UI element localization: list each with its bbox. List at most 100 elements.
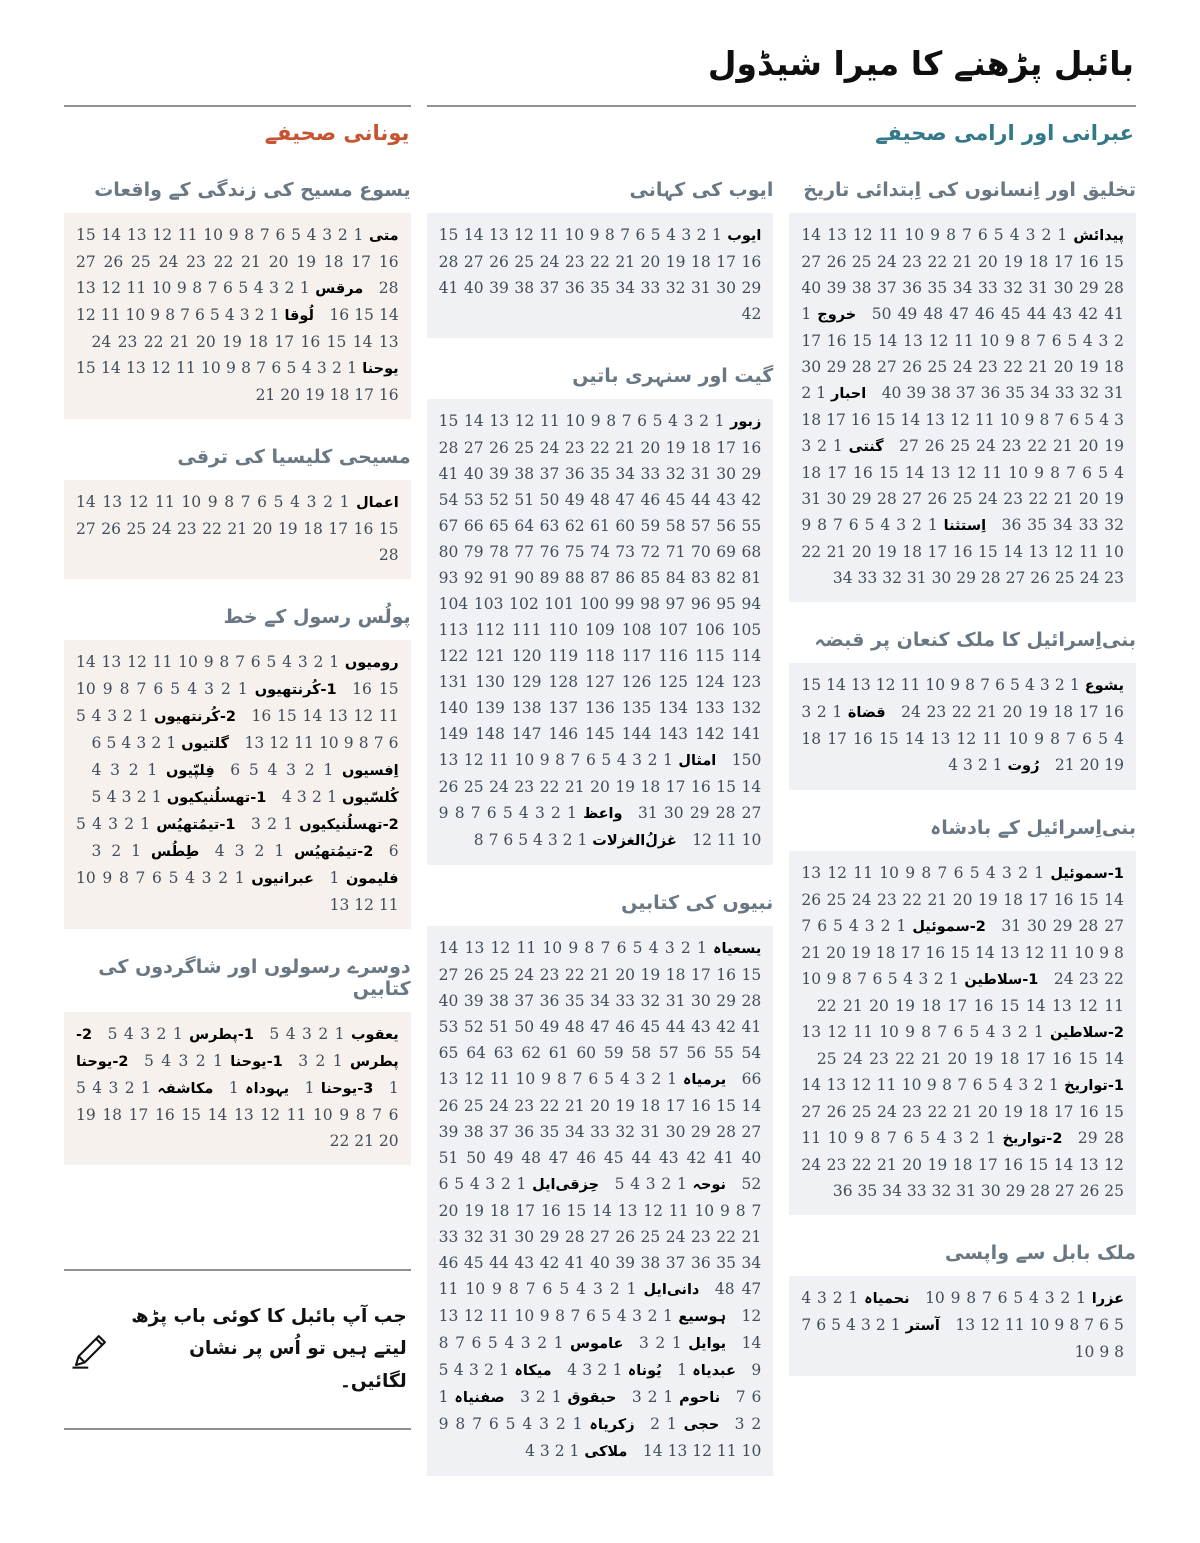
chapter-block: متی 1 2 3 4 5 6 7 8 9 10 11 12 13 14 15 … [63, 213, 411, 419]
chapter-numbers: 1 2 3 [298, 1052, 351, 1070]
section: گیت اور سنہری باتیں زبور 1 2 3 4 5 6 7 8 … [426, 365, 774, 865]
note-text: جب آپ بائبل کا کوئی باب پڑھ لیتے ہیں تو … [131, 1306, 407, 1392]
book-name: یسعیاہ [713, 941, 762, 957]
chapter-block: یعقوب 1 2 3 4 5 1-پطرس 1 2 3 4 5 2-پطرس … [63, 1012, 411, 1165]
book-name: ہوسیع [678, 1309, 727, 1325]
book-name: اِستثنا [943, 518, 987, 534]
hebrew-header-cell: عبرانی اور ارامی صحیفے [427, 105, 1136, 145]
chapter-numbers: 1 2 3 [91, 842, 152, 860]
book-name: 2-تیمُتھیُس [294, 844, 374, 860]
book-name: میکاہ [514, 1363, 552, 1379]
section: بنی‌اِسرائیل کا ملک کنعان پر قبضہ یشوع 1 … [789, 629, 1136, 790]
greek-header-cell: یونانی صحیفے [64, 105, 412, 145]
chapter-numbers: 1 2 3 4 5 [91, 788, 167, 806]
book-name: عبدیاہ [692, 1363, 736, 1379]
chapter-numbers: 1 2 3 4 5 6 7 8 9 10 11 12 13 14 15 16 1… [801, 437, 1124, 534]
chapter-numbers: 1 2 3 4 [948, 756, 1008, 774]
book-name: یعقوب [350, 1027, 399, 1043]
book-name: عبرانیوں [251, 871, 314, 887]
chapter-numbers: 1 2 3 4 5 6 7 8 9 10 11 12 13 14 [438, 1415, 762, 1460]
chapter-numbers: 1 2 3 4 5 6 7 8 9 10 11 12 13 14 [438, 1307, 762, 1352]
section: مسیحی کلیسیا کی ترقی اعمال 1 2 3 4 5 6 7 … [63, 446, 411, 579]
hebrew-scriptures-header: عبرانی اور ارامی صحیفے [875, 121, 1134, 145]
book-name: غزلُ‌الغزلات [592, 833, 677, 849]
book-name: زبور [730, 414, 762, 430]
hebrew-a-sections: تخلیق اور اِنسانوں کی اِبتدائی تاریخ پیدا… [789, 179, 1136, 1376]
chapter-numbers: 1 [677, 1361, 693, 1379]
chapter-numbers: 1 2 3 4 5 6 7 8 9 10 11 12 13 14 15 16 1… [438, 939, 762, 1088]
section: پولُس رسول کے خط رومیوں 1 2 3 4 5 6 7 8 9… [63, 606, 411, 929]
book-name: 2-یوحنا [75, 1054, 129, 1070]
chapter-numbers: 1 2 3 4 5 6 7 8 9 10 11 12 13 14 15 16 1… [801, 1076, 1125, 1147]
chapter-numbers: 1 2 3 4 [91, 761, 166, 779]
section: تخلیق اور اِنسانوں کی اِبتدائی تاریخ پیدا… [789, 179, 1136, 602]
book-name: یشوع [1084, 678, 1124, 694]
book-name: حِزقی‌ایل [532, 1177, 600, 1193]
chapter-numbers: 1 [228, 1079, 246, 1097]
divider-line [427, 105, 1136, 107]
chapter-numbers: 1 [329, 869, 347, 887]
book-name: خروج [817, 307, 857, 323]
section-heading: نبیوں کی کتابیں [621, 892, 774, 914]
book-name: 1-سلاطین [964, 972, 1039, 988]
chapter-numbers: 1 2 3 4 5 6 7 8 9 10 11 12 [438, 804, 762, 849]
pencil-icon [68, 1328, 112, 1372]
chapter-numbers: 1 2 3 4 5 6 7 8 9 10 11 12 13 14 15 16 1… [801, 703, 1124, 774]
book-name: گلتیوں [181, 736, 229, 752]
book-name: اِفسیوں [341, 763, 399, 779]
chapter-numbers: 1 2 3 4 [525, 1442, 585, 1460]
book-name: 1-تیمُتھیُس [156, 817, 236, 833]
section: ایوب کی کہانی ایوب 1 2 3 4 5 6 7 8 9 10 1… [426, 179, 774, 338]
book-name: 1-سموئیل [1050, 866, 1124, 882]
book-name: 1-یوحنا [230, 1054, 283, 1070]
header-band: عبرانی اور ارامی صحیفے یونانی صحیفے [64, 105, 1136, 145]
section: بنی‌اِسرائیل کے بادشاہ 1-سموئیل 1 2 3 4 5… [789, 817, 1136, 1215]
section: دوسرے رسولوں اور شاگردوں کی کتابیں یعقوب … [63, 956, 411, 1165]
chapter-numbers: 1 2 3 4 5 6 7 8 9 10 11 12 13 14 15 16 1… [801, 226, 1124, 323]
column-hebrew-a: تخلیق اور اِنسانوں کی اِبتدائی تاریخ پیدا… [789, 179, 1136, 1403]
chapter-numbers: 1 2 3 4 5 6 7 8 [473, 831, 593, 849]
chapter-numbers: 1 2 3 4 5 6 [230, 761, 342, 779]
chapter-numbers: 1 2 3 4 5 6 7 8 9 10 11 12 13 14 15 16 1… [801, 516, 1124, 587]
chapter-block: یشوع 1 2 3 4 5 6 7 8 9 10 11 12 13 14 15… [789, 663, 1136, 790]
chapter-numbers: 1 2 3 4 5 6 7 8 9 10 11 12 13 14 15 16 [75, 653, 399, 698]
chapter-numbers: 1 2 3 4 5 6 7 8 9 10 11 12 13 14 15 16 1… [801, 676, 1124, 721]
content-columns: تخلیق اور اِنسانوں کی اِبتدائی تاریخ پیدا… [63, 179, 1136, 1503]
chapter-numbers: 1 2 3 [520, 1388, 568, 1406]
chapter-numbers: 1 2 3 4 [567, 1361, 628, 1379]
page-title: بائبل پڑھنے کا میرا شیڈول [707, 44, 1134, 83]
chapter-block: زبور 1 2 3 4 5 6 7 8 9 10 11 12 13 14 15… [426, 399, 774, 865]
section-heading: بنی‌اِسرائیل کے بادشاہ [930, 817, 1136, 839]
book-name: دانی‌ایل [643, 1282, 700, 1298]
reminder-note: جب آپ بائبل کا کوئی باب پڑھ لیتے ہیں تو … [63, 1269, 411, 1431]
book-name: ناحوم [679, 1390, 721, 1406]
book-name: 1-پطرس [189, 1027, 254, 1043]
section-heading: یسوع مسیح کی زندگی کے واقعات [94, 179, 411, 201]
section-heading: ایوب کی کہانی [629, 179, 774, 201]
section-heading: پولُس رسول کے خط [223, 606, 411, 628]
chapter-numbers: 1 2 3 4 5 6 7 8 9 10 [801, 1316, 1124, 1361]
book-name: 2-سموئیل [912, 919, 986, 935]
section-heading: بنی‌اِسرائیل کا ملک کنعان پر قبضہ [814, 629, 1136, 651]
book-name: 2-پطرس [75, 1027, 399, 1070]
book-name: حجی [683, 1417, 720, 1433]
section-heading: دوسرے رسولوں اور شاگردوں کی کتابیں [98, 956, 411, 1000]
section-heading: تخلیق اور اِنسانوں کی اِبتدائی تاریخ [803, 179, 1136, 201]
chapter-numbers: 1 2 3 4 5 6 7 8 9 10 11 12 13 14 15 16 1… [75, 493, 399, 564]
book-name: پیدائش [1073, 228, 1124, 244]
chapter-numbers: 1 2 3 4 5 6 7 8 9 [438, 1334, 762, 1379]
book-name: متی [369, 228, 399, 244]
chapter-numbers: 1 2 3 4 5 6 7 8 9 10 11 12 13 14 15 16 1… [75, 306, 399, 351]
divider-line [64, 105, 412, 107]
column-hebrew-b: ایوب کی کہانی ایوب 1 2 3 4 5 6 7 8 9 10 1… [426, 179, 774, 1503]
section: ملک بابل سے واپسی عزرا 1 2 3 4 5 6 7 8 9 … [789, 1242, 1136, 1376]
chapter-numbers: 1 2 3 4 5 [614, 1175, 693, 1193]
chapter-block: ایوب 1 2 3 4 5 6 7 8 9 10 11 12 13 14 15… [426, 213, 774, 338]
section-heading: ملک بابل سے واپسی [944, 1242, 1136, 1264]
chapter-numbers: 1 2 3 4 5 6 7 8 9 10 11 12 13 [801, 1289, 1124, 1334]
book-name: زکریاہ [589, 1417, 635, 1433]
book-name: عزرا [1091, 1291, 1125, 1307]
chapter-numbers: 1 2 3 4 5 6 7 [438, 1361, 762, 1406]
chapter-numbers: 1 2 3 [250, 815, 300, 833]
chapter-numbers: 1 2 3 4 5 6 7 8 9 10 11 12 13 14 15 16 1… [438, 226, 762, 323]
